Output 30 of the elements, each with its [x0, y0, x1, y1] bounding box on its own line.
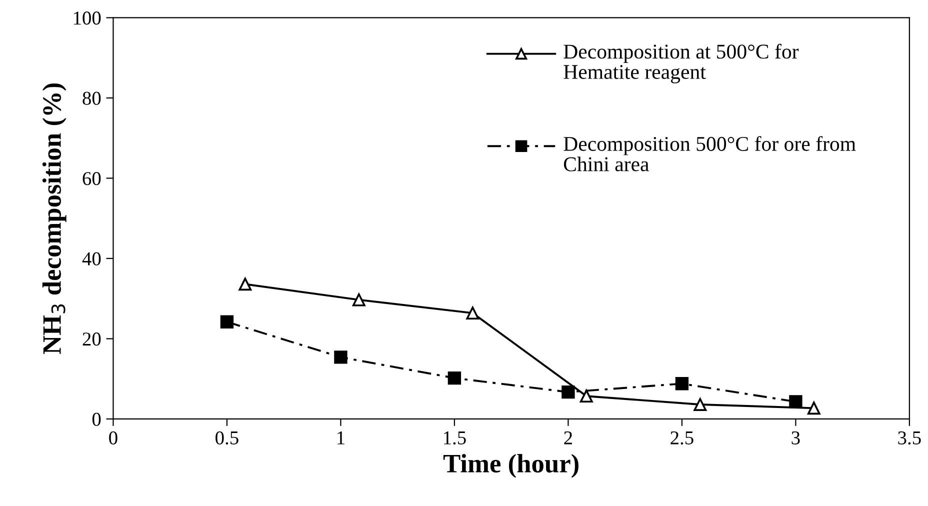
point [694, 398, 707, 411]
y-axis-title: NH$_{3}$ decomposition (%) [42, 83, 66, 354]
point [334, 350, 348, 364]
x-tick-label: 2.5 [670, 431, 694, 445]
y-tick-label: 0 [92, 412, 101, 426]
point [220, 315, 234, 328]
legend-label: Decomposition at 500°C for Hematite reagent [564, 44, 799, 84]
point [352, 293, 366, 306]
legend-label: Decomposition 500°C for ore from Chini area [564, 136, 856, 172]
point [448, 371, 462, 385]
x-tick-label: 1 [338, 431, 344, 444]
point [807, 402, 820, 415]
x-tick-label: 0 [109, 431, 118, 444]
point [580, 390, 593, 403]
point [675, 377, 689, 390]
point [238, 278, 252, 291]
y-tick-label: 60 [82, 172, 101, 186]
y-tick-label: 40 [82, 252, 101, 266]
y-tick-label: 20 [82, 332, 101, 346]
point [789, 395, 802, 408]
x-axis-title: Time (hour) [443, 454, 578, 478]
point [562, 385, 575, 399]
x-tick-label: 3 [792, 431, 800, 444]
y-tick-label: 100 [74, 12, 101, 25]
point [466, 306, 480, 320]
x-tick-label: 0.5 [216, 431, 238, 445]
x-tick-label: 3.5 [898, 431, 921, 445]
x-tick-label: 2 [564, 431, 572, 444]
x-tick-label: 1.5 [444, 431, 466, 445]
y-tick-label: 80 [82, 92, 101, 105]
